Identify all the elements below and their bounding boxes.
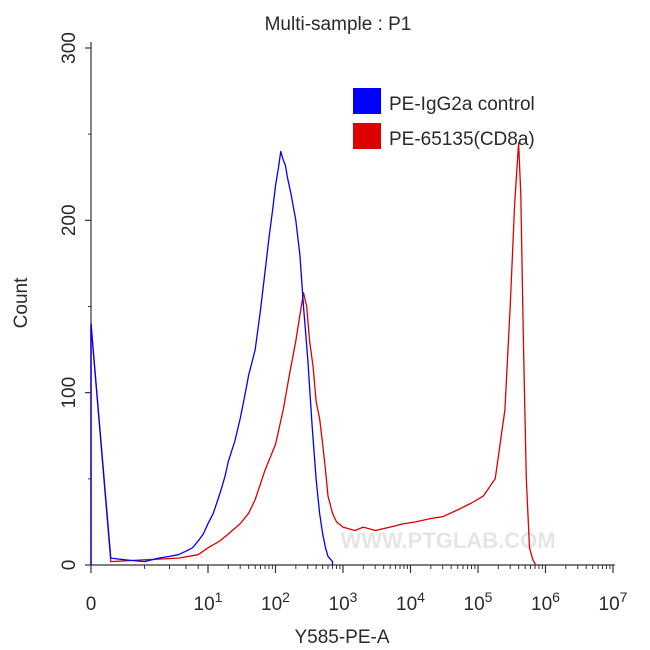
x-tick-label: 0 — [86, 594, 97, 615]
legend-label-control: PE-IgG2a control — [389, 94, 535, 115]
chart-title: Multi-sample : P1 — [265, 14, 412, 35]
x-ticks: 0 101 102 103 104 105 106 107 — [86, 565, 628, 615]
legend-swatch-control — [353, 88, 381, 114]
x-tick-label: 104 — [396, 589, 425, 615]
x-axis-label: Y585-PE-A — [294, 627, 389, 648]
x-tick-label: 107 — [599, 589, 628, 615]
x-tick-label: 101 — [194, 589, 223, 615]
series-layer — [90, 142, 536, 565]
y-tick-label: 300 — [59, 32, 80, 64]
x-tick-label: 102 — [261, 589, 290, 615]
axes-frame — [90, 42, 615, 566]
legend-swatch-cd8a — [353, 123, 381, 149]
series-line-pe-igg2a-control — [90, 150, 334, 565]
watermark: WWW.PTGLAB.COM — [340, 528, 555, 553]
x-tick-label: 103 — [329, 589, 358, 615]
series-line-pe-65135-cd8a — [90, 142, 536, 565]
x-tick-label: 106 — [531, 589, 560, 615]
y-ticks: 0 100 200 300 — [59, 32, 91, 570]
y-axis-label: Count — [11, 277, 32, 328]
legend-label-cd8a: PE-65135(CD8a) — [389, 129, 535, 150]
x-tick-label: 105 — [464, 589, 493, 615]
y-tick-label: 0 — [59, 560, 80, 571]
y-tick-label: 200 — [59, 204, 80, 236]
y-tick-label: 100 — [59, 377, 80, 409]
legend: PE-IgG2a control PE-65135(CD8a) — [353, 88, 535, 150]
